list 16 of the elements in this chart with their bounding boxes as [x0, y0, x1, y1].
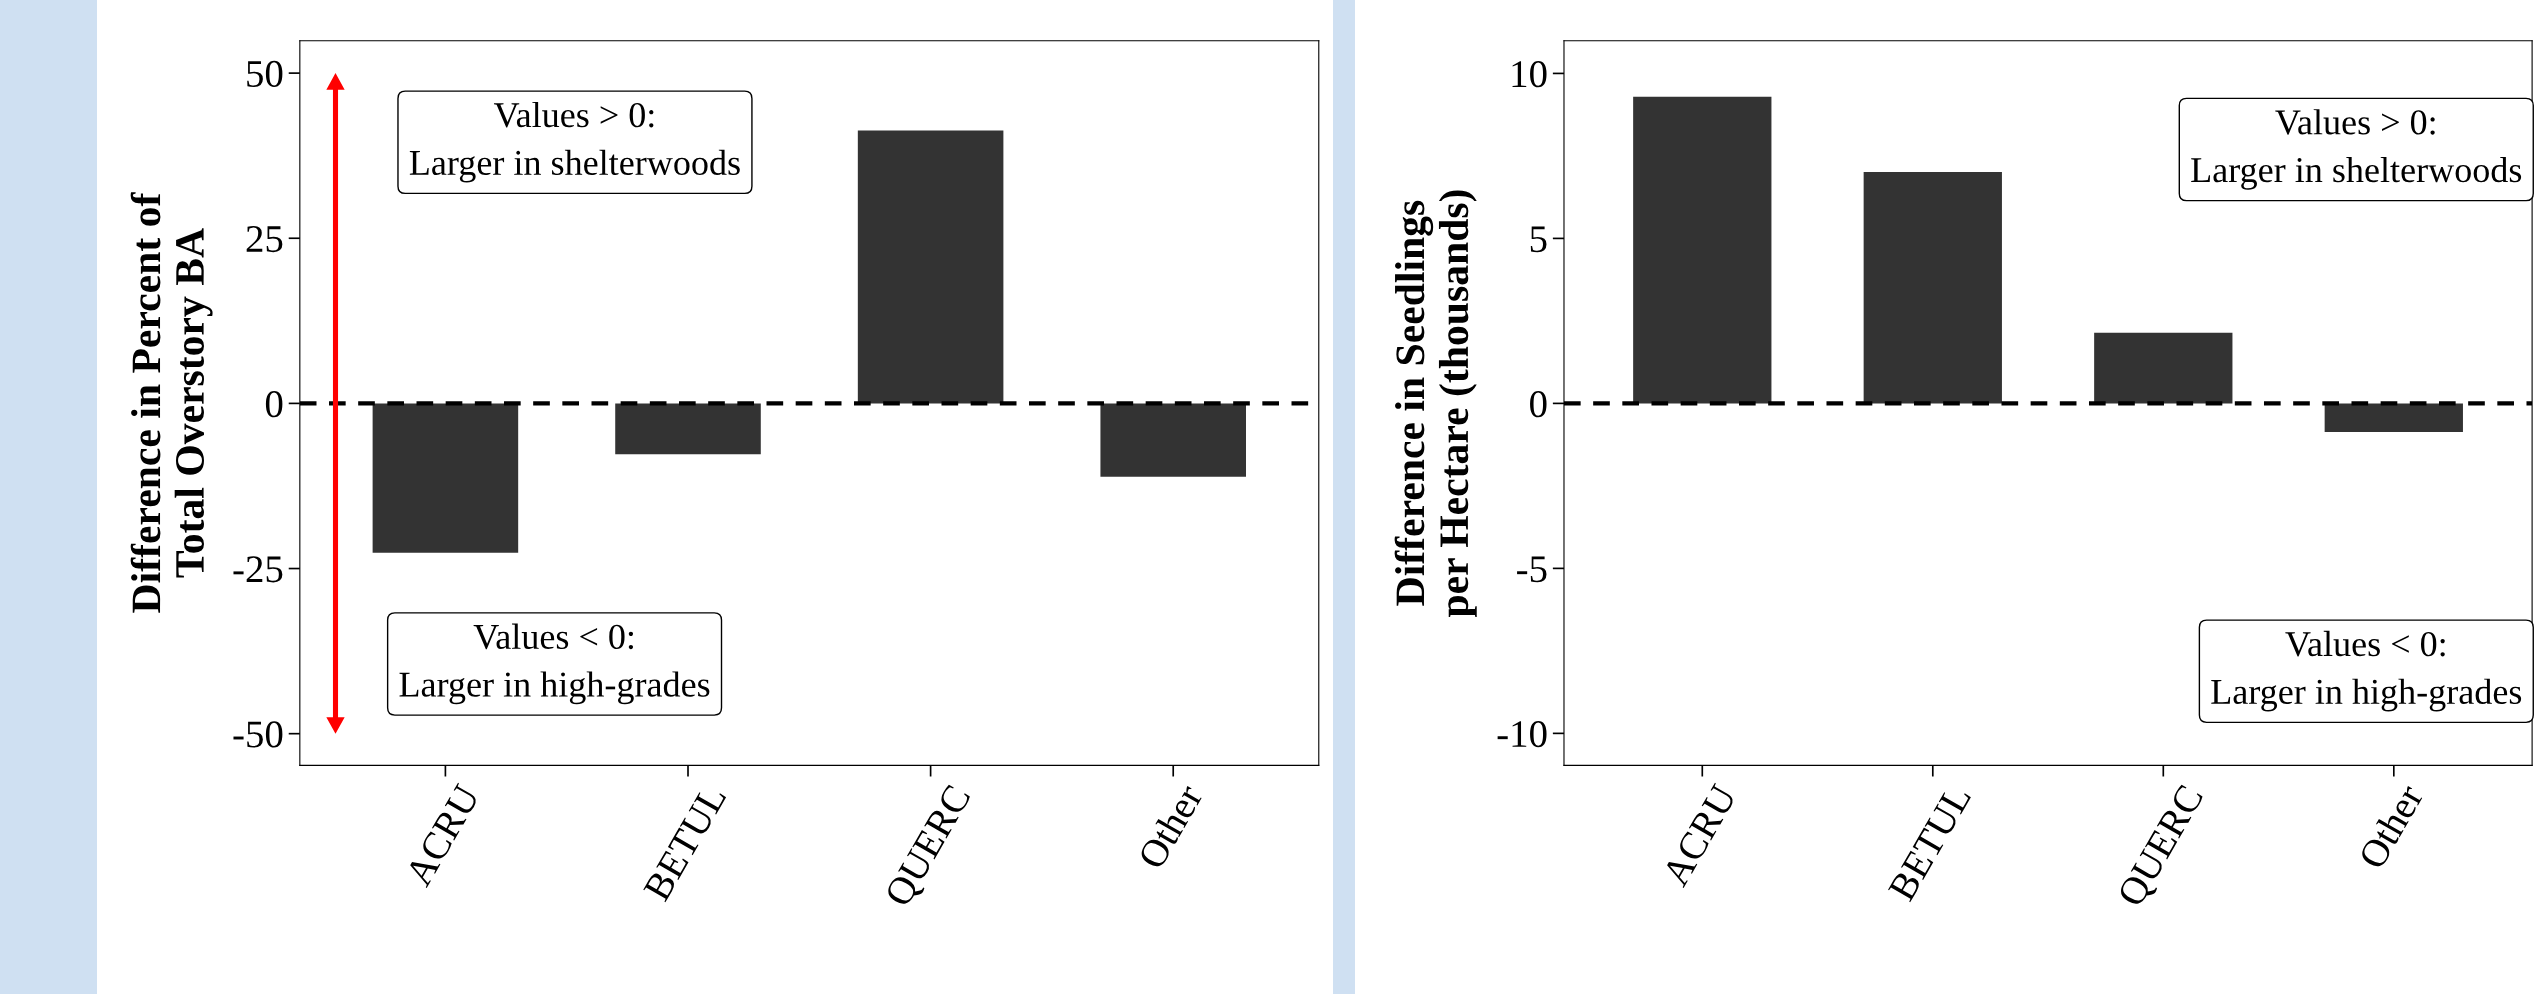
y-tick-label: 0 [1530, 391, 1547, 418]
y-axis-title: Difference in Seedlings per Hectare (thousands) [1394, 190, 1477, 618]
annotation: Values < 0: Larger in high-grades [2211, 630, 2522, 712]
y-tick-label: -10 [1497, 721, 1547, 748]
annotation: Values > 0: Larger in shelterwoods [409, 101, 740, 183]
y-tick-label: -25 [233, 556, 283, 583]
y-tick-label: 10 [1512, 61, 1547, 88]
annotation: Values < 0: Larger in high-grades [399, 623, 710, 705]
y-tick-label: 0 [265, 391, 283, 418]
annotation: Values > 0: Larger in shelterwoods [2191, 109, 2522, 190]
y-tick-label: 25 [246, 226, 283, 253]
y-tick-label: -5 [1517, 556, 1547, 583]
y-tick-label: -50 [233, 721, 283, 748]
y-axis-title: Difference in Percent of Total Overstory BA [130, 192, 213, 613]
y-tick-label: 5 [1530, 226, 1547, 253]
y-tick-label: 50 [247, 60, 283, 87]
